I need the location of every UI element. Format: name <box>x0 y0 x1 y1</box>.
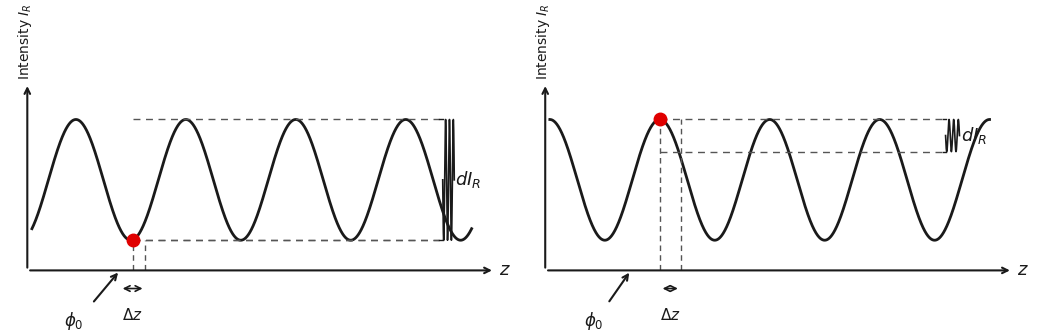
Text: z: z <box>499 261 509 280</box>
Text: Intensity $I_R$: Intensity $I_R$ <box>16 3 33 80</box>
Text: $dI_R$: $dI_R$ <box>456 169 482 191</box>
Text: $\phi_0$: $\phi_0$ <box>584 310 603 332</box>
Text: $\Delta z$: $\Delta z$ <box>659 307 680 323</box>
Text: $\Delta z$: $\Delta z$ <box>123 307 142 323</box>
Text: $dI_R$: $dI_R$ <box>961 125 987 146</box>
Text: $\phi_0$: $\phi_0$ <box>63 310 83 332</box>
Text: Intensity $I_R$: Intensity $I_R$ <box>534 3 551 80</box>
Text: z: z <box>1017 261 1026 280</box>
